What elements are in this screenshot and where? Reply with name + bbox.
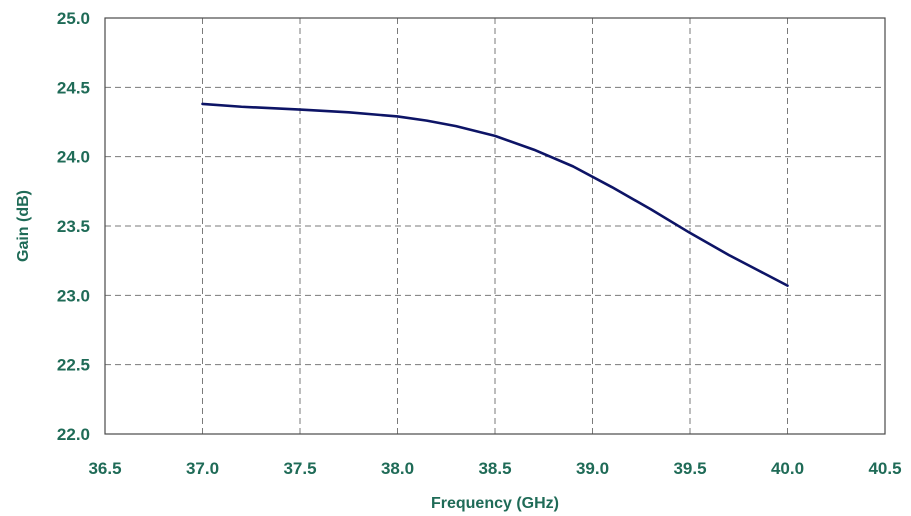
- x-tick-label: 40.0: [771, 459, 804, 478]
- x-tick-label: 37.0: [186, 459, 219, 478]
- y-tick-label: 23.5: [57, 217, 90, 236]
- y-axis-title: Gain (dB): [15, 190, 32, 262]
- x-tick-label: 36.5: [88, 459, 121, 478]
- plot-frame: [104, 17, 886, 435]
- x-tick-label: 38.0: [381, 459, 414, 478]
- y-tick-label: 25.0: [57, 9, 90, 28]
- gain-series-line: [201, 102, 789, 287]
- x-tick-label: 37.5: [283, 459, 316, 478]
- x-axis-title: Frequency (GHz): [431, 495, 559, 512]
- y-tick-label: 22.0: [57, 425, 90, 444]
- grid-lines: [105, 18, 885, 434]
- x-tick-label: 40.5: [868, 459, 901, 478]
- y-tick-labels: 22.0 22.5 23.0 23.5 24.0 24.5 25.0: [57, 9, 90, 444]
- x-tick-label: 38.5: [478, 459, 511, 478]
- x-tick-label: 39.5: [673, 459, 706, 478]
- y-tick-label: 22.5: [57, 356, 90, 375]
- x-tick-label: 39.0: [576, 459, 609, 478]
- y-tick-label: 24.5: [57, 78, 90, 97]
- x-tick-labels: 36.5 37.0 37.5 38.0 38.5 39.0 39.5 40.0 40.5: [88, 459, 901, 478]
- y-tick-label: 23.0: [57, 286, 90, 305]
- y-tick-label: 24.0: [57, 148, 90, 167]
